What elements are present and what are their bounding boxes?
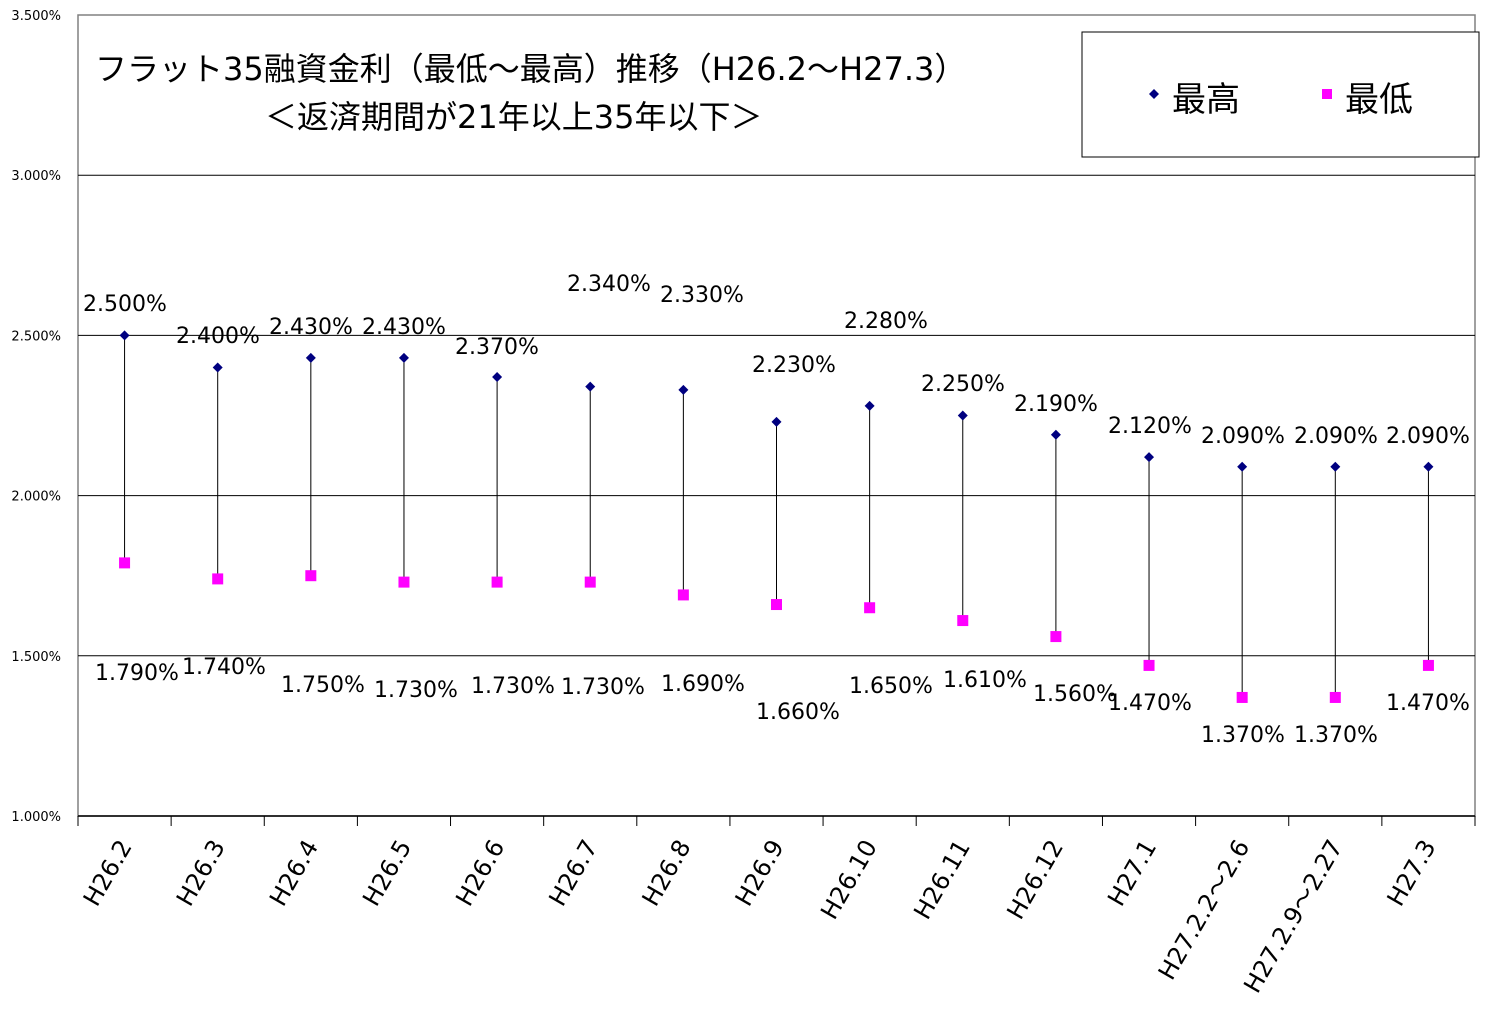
legend: 最高 最低 [1081, 31, 1480, 158]
min-data-label: 1.730% [561, 675, 645, 700]
x-tick-label: H26.12 [1001, 835, 1069, 924]
max-point [864, 400, 875, 411]
max-data-label: 2.340% [567, 272, 651, 297]
max-data-label: 2.190% [1014, 392, 1098, 417]
legend-label-min: 最低 [1345, 80, 1413, 120]
max-data-label: 2.090% [1386, 424, 1470, 449]
min-data-label: 1.660% [756, 700, 840, 725]
y-tick-label: 3.000% [11, 169, 61, 184]
y-tick-label: 1.500% [11, 650, 61, 665]
max-point [398, 352, 409, 363]
x-tick-label: H26.10 [815, 835, 883, 924]
min-data-label: 1.740% [182, 655, 266, 680]
legend-label-max: 最高 [1172, 80, 1240, 120]
min-data-label: 1.650% [849, 674, 933, 699]
x-tick-label: H26.8 [637, 835, 697, 911]
x-tick-label: H26.4 [264, 835, 324, 911]
min-point [677, 589, 689, 601]
y-tick-label: 2.000% [11, 490, 61, 505]
x-tick-label: H26.11 [908, 835, 976, 924]
max-data-label: 2.430% [362, 315, 446, 340]
max-point [1330, 461, 1341, 472]
x-tick-label: H26.2 [78, 835, 138, 911]
max-point [212, 362, 223, 373]
min-data-label: 1.560% [1033, 682, 1117, 707]
y-tick-label: 2.500% [11, 329, 61, 344]
min-point [1050, 631, 1062, 643]
max-point [1423, 461, 1434, 472]
max-data-label: 2.090% [1201, 424, 1285, 449]
min-data-label: 1.690% [661, 672, 745, 697]
min-point [771, 599, 782, 611]
min-data-label: 1.470% [1108, 691, 1192, 716]
legend-marker-min [1322, 89, 1332, 99]
min-point [398, 576, 410, 588]
min-point [305, 570, 317, 582]
min-point [1422, 659, 1434, 671]
min-point [957, 615, 969, 627]
min-data-label: 1.470% [1386, 691, 1470, 716]
max-point [1237, 461, 1248, 472]
max-point [1050, 429, 1061, 440]
max-data-label: 2.090% [1294, 424, 1378, 449]
legend-box [1081, 31, 1480, 158]
x-tick-label: H27.2.9～2.27 [1238, 835, 1348, 998]
x-tick-label: H27.1 [1102, 835, 1162, 911]
x-tick-label: H26.6 [450, 835, 510, 911]
min-point [119, 557, 131, 569]
chart-subtitle: ＜返済期間が21年以上35年以下＞ [265, 98, 762, 136]
max-point [119, 330, 130, 341]
max-data-label: 2.330% [660, 283, 744, 308]
max-data-label: 2.280% [844, 309, 928, 334]
max-point [305, 352, 316, 363]
max-point [585, 381, 596, 392]
max-data-label: 2.120% [1108, 414, 1192, 439]
max-point [492, 372, 503, 383]
min-data-label: 1.610% [943, 668, 1027, 693]
max-point [678, 384, 689, 395]
max-data-label: 2.400% [176, 324, 260, 349]
max-point [771, 416, 782, 427]
max-data-label: 2.230% [752, 353, 836, 378]
max-data-label: 2.370% [455, 335, 539, 360]
y-tick-label: 3.500% [11, 9, 61, 24]
legend-marker-max [1149, 89, 1159, 99]
x-tick-label: H26.3 [171, 835, 231, 911]
x-tick-label: H26.9 [730, 835, 790, 911]
min-point [212, 573, 224, 585]
min-data-label: 1.730% [471, 674, 555, 699]
max-data-label: 2.430% [269, 315, 353, 340]
x-tick-label: H26.5 [357, 835, 417, 911]
chart-title: フラット35融資金利（最低～最高）推移（H26.2～H27.3） [95, 50, 966, 88]
max-data-label: 2.250% [921, 372, 1005, 397]
min-point [1236, 691, 1248, 703]
min-data-label: 1.730% [374, 678, 458, 703]
x-tick-label: H27.2.2～2.6 [1153, 835, 1256, 985]
min-data-label: 1.750% [281, 673, 365, 698]
min-point [864, 602, 876, 614]
x-tick-label: H27.3 [1382, 835, 1442, 911]
min-point [1143, 659, 1155, 671]
min-point [584, 576, 596, 588]
min-data-label: 1.370% [1201, 723, 1285, 748]
min-point [491, 576, 503, 588]
min-data-label: 1.790% [95, 661, 179, 686]
min-point [1329, 691, 1341, 703]
max-point [1144, 452, 1155, 463]
min-data-label: 1.370% [1294, 723, 1378, 748]
max-point [957, 410, 968, 421]
y-tick-label: 1.000% [11, 810, 61, 825]
max-data-label: 2.500% [83, 292, 167, 317]
x-tick-label: H26.7 [543, 835, 603, 911]
